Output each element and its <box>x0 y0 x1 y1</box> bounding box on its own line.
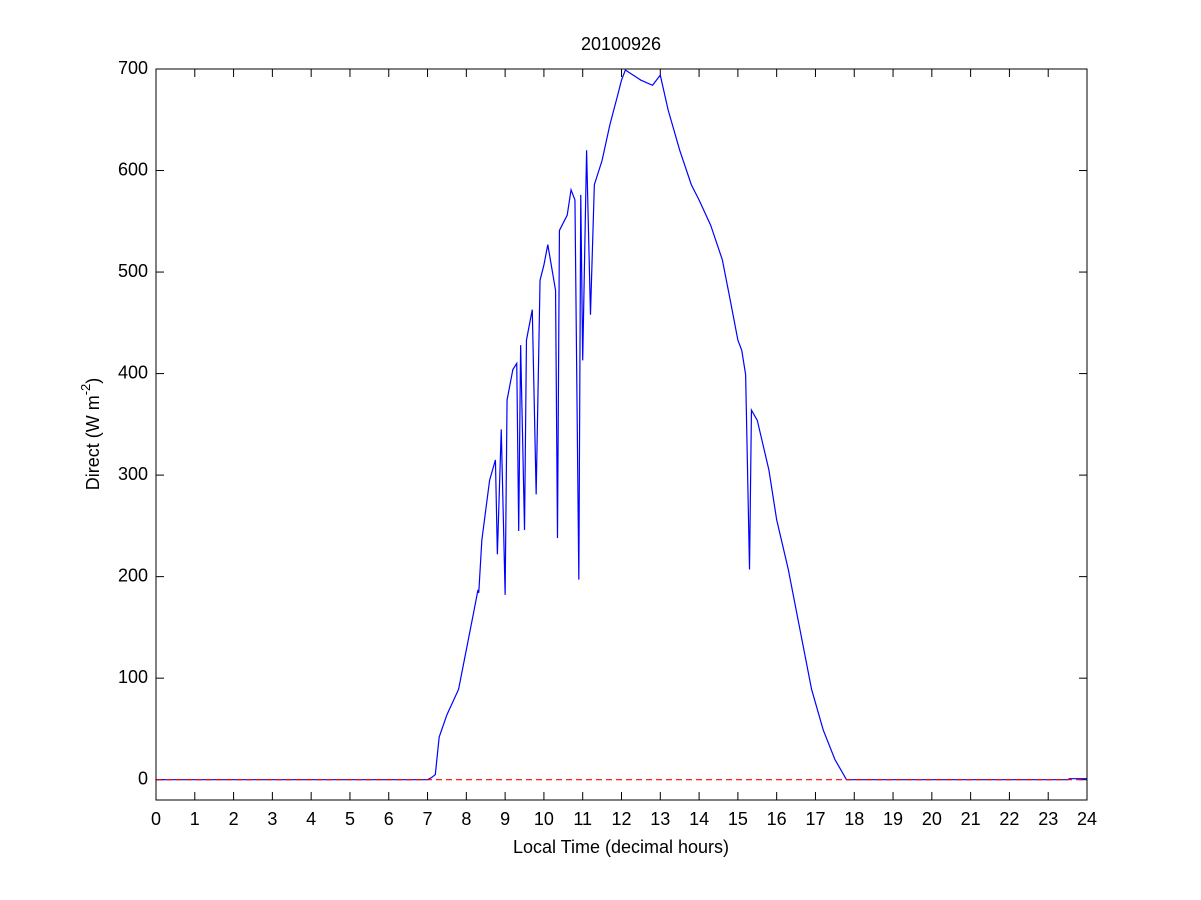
y-axis-label: Direct (W m-2) <box>78 378 102 491</box>
x-tick-label: 18 <box>844 809 864 829</box>
x-tick-label: 4 <box>306 809 316 829</box>
x-tick-label: 8 <box>461 809 471 829</box>
x-tick-label: 6 <box>384 809 394 829</box>
x-tick-label: 10 <box>534 809 554 829</box>
x-tick-label: 21 <box>961 809 981 829</box>
y-tick-label: 0 <box>138 768 148 788</box>
y-tick-label: 200 <box>118 565 148 585</box>
x-tick-label: 3 <box>267 809 277 829</box>
x-tick-label: 24 <box>1077 809 1097 829</box>
x-tick-label: 20 <box>922 809 942 829</box>
x-axis-label: Local Time (decimal hours) <box>513 837 729 857</box>
y-tick-label: 700 <box>118 58 148 78</box>
x-tick-label: 0 <box>151 809 161 829</box>
x-tick-label: 12 <box>611 809 631 829</box>
x-tick-label: 2 <box>229 809 239 829</box>
x-tick-label: 22 <box>999 809 1019 829</box>
data-line <box>156 69 1087 781</box>
y-axis-label-text: Direct (W m <box>83 395 103 490</box>
chart-title: 20100926 <box>581 34 661 54</box>
x-tick-label: 19 <box>883 809 903 829</box>
x-tick-label: 15 <box>728 809 748 829</box>
x-tick-label: 5 <box>345 809 355 829</box>
y-axis-label-end: ) <box>83 378 103 384</box>
x-tick-label: 16 <box>767 809 787 829</box>
y-tick-label: 300 <box>118 464 148 484</box>
x-tick-label: 11 <box>573 809 592 829</box>
plot-frame <box>155 68 1088 801</box>
y-axis-label-superscript: -2 <box>78 384 93 396</box>
y-tick-label: 100 <box>118 667 148 687</box>
x-tick-label: 23 <box>1038 809 1058 829</box>
x-tick-label: 17 <box>805 809 825 829</box>
x-tick-label: 9 <box>500 809 510 829</box>
y-tick-label: 500 <box>118 261 148 281</box>
x-tick-label: 1 <box>190 809 200 829</box>
x-tick-label: 14 <box>689 809 709 829</box>
y-tick-label: 400 <box>118 362 148 382</box>
x-tick-label: 7 <box>423 809 433 829</box>
y-tick-label: 600 <box>118 159 148 179</box>
x-tick-label: 13 <box>650 809 670 829</box>
